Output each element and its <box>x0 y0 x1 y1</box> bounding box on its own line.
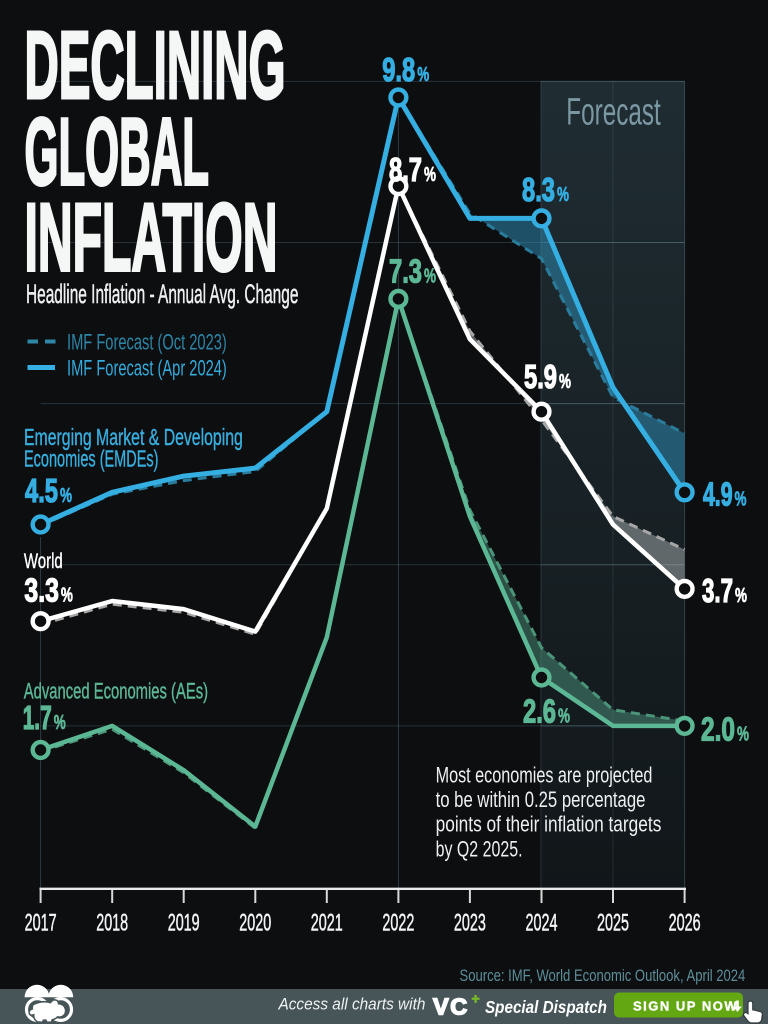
svg-text:GLOBAL: GLOBAL <box>25 97 209 205</box>
svg-text:Economies (EMDEs): Economies (EMDEs) <box>24 446 158 472</box>
svg-text:to be within 0.25 percentage: to be within 0.25 percentage <box>436 788 646 813</box>
svg-text:%: % <box>424 265 436 287</box>
svg-text:by Q2 2025.: by Q2 2025. <box>436 838 523 862</box>
svg-text:%: % <box>60 484 72 506</box>
svg-text:INFLATION: INFLATION <box>25 184 278 292</box>
svg-text:1.7: 1.7 <box>23 699 52 736</box>
svg-text:8.7: 8.7 <box>389 152 422 189</box>
svg-text:3.3: 3.3 <box>24 573 58 609</box>
svg-text:Advanced Economies (AEs): Advanced Economies (AEs) <box>24 680 208 705</box>
svg-text:Emerging Market & Developing: Emerging Market & Developing <box>24 425 243 451</box>
svg-text:2020: 2020 <box>239 910 271 937</box>
svg-text:%: % <box>735 584 747 606</box>
svg-text:%: % <box>737 723 749 745</box>
svg-text:2022: 2022 <box>382 910 414 937</box>
svg-text:7.3: 7.3 <box>389 254 422 291</box>
svg-text:Source: IMF, World Economic Ou: Source: IMF, World Economic Outlook, Apr… <box>460 968 746 986</box>
svg-text:Special Dispatch: Special Dispatch <box>485 998 607 1017</box>
svg-text:SIGN UP NOW: SIGN UP NOW <box>633 999 738 1014</box>
svg-text:Access all charts with: Access all charts with <box>278 996 426 1014</box>
svg-text:2023: 2023 <box>454 910 486 937</box>
svg-text:IMF Forecast (Oct 2023): IMF Forecast (Oct 2023) <box>67 330 227 355</box>
svg-text:2018: 2018 <box>96 910 128 937</box>
svg-text:8.3: 8.3 <box>522 172 555 209</box>
svg-text:%: % <box>735 488 747 510</box>
svg-text:%: % <box>559 370 571 392</box>
svg-text:Headline Inflation - Annual Av: Headline Inflation - Annual Avg. Change <box>26 278 298 309</box>
svg-text:2026: 2026 <box>669 910 701 937</box>
svg-text:2.6: 2.6 <box>523 694 556 731</box>
svg-text:9.8: 9.8 <box>382 52 415 89</box>
svg-text:VC: VC <box>433 994 469 1020</box>
svg-text:2024: 2024 <box>526 910 558 937</box>
svg-text:Forecast: Forecast <box>566 90 661 133</box>
svg-text:%: % <box>61 584 73 606</box>
svg-text:%: % <box>417 63 429 85</box>
svg-text:points of their inflation targ: points of their inflation targets <box>436 813 662 837</box>
svg-text:4.5: 4.5 <box>25 473 58 510</box>
svg-text:World: World <box>24 548 63 572</box>
svg-text:Most economies are projected: Most economies are projected <box>436 764 653 788</box>
svg-text:%: % <box>424 163 436 185</box>
svg-text:2019: 2019 <box>168 910 200 937</box>
svg-text:%: % <box>557 183 569 205</box>
svg-text:DECLINING: DECLINING <box>25 12 286 120</box>
svg-text:5.9: 5.9 <box>524 359 557 396</box>
svg-text:%: % <box>558 705 570 727</box>
svg-text:2.0: 2.0 <box>701 712 735 748</box>
svg-text:%: % <box>54 711 66 733</box>
svg-text:IMF Forecast (Apr 2024): IMF Forecast (Apr 2024) <box>67 356 227 381</box>
svg-text:2021: 2021 <box>311 910 343 937</box>
svg-text:2025: 2025 <box>597 910 629 937</box>
svg-text:4.9: 4.9 <box>703 476 732 513</box>
svg-text:+: + <box>472 991 480 1007</box>
svg-text:2017: 2017 <box>25 910 57 937</box>
svg-text:3.7: 3.7 <box>702 573 733 609</box>
